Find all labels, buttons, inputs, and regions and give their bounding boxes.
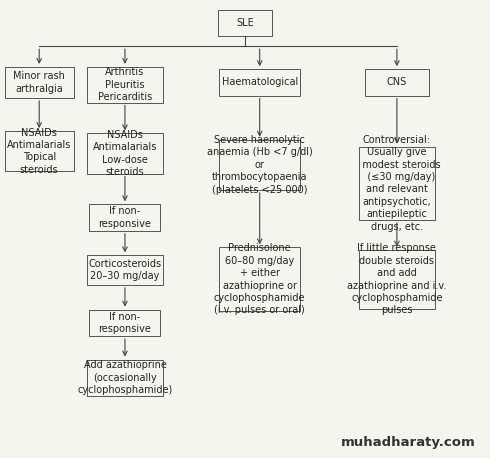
Text: NSAIDs
Antimalarials
Topical
steroids: NSAIDs Antimalarials Topical steroids bbox=[7, 127, 72, 175]
Text: Add azathioprine
(occasionally
cyclophosphamide): Add azathioprine (occasionally cyclophos… bbox=[77, 360, 172, 395]
Text: Severe haemolytic
anaemia (Hb <7 g/dl)
or
thrombocytopaenia
(platelets <25 000): Severe haemolytic anaemia (Hb <7 g/dl) o… bbox=[207, 135, 313, 195]
Text: Corticosteroids
20–30 mg/day: Corticosteroids 20–30 mg/day bbox=[88, 259, 162, 281]
Text: Arthritis
Pleuritis
Pericarditis: Arthritis Pleuritis Pericarditis bbox=[98, 67, 152, 102]
Text: If non-
responsive: If non- responsive bbox=[98, 312, 151, 334]
FancyBboxPatch shape bbox=[5, 131, 74, 171]
FancyBboxPatch shape bbox=[220, 140, 300, 190]
FancyBboxPatch shape bbox=[87, 360, 163, 396]
Text: If little response
double steroids
and add
azathioprine and i.v.
cyclophosphamid: If little response double steroids and a… bbox=[347, 243, 446, 316]
Text: Prednisolone
60–80 mg/day
+ either
azathioprine or
cyclophosphamide
(i.v. pulses: Prednisolone 60–80 mg/day + either azath… bbox=[214, 243, 305, 316]
Text: muhadharaty.com: muhadharaty.com bbox=[341, 436, 475, 449]
Text: If non-
responsive: If non- responsive bbox=[98, 207, 151, 229]
FancyBboxPatch shape bbox=[87, 133, 163, 174]
FancyBboxPatch shape bbox=[87, 256, 163, 285]
FancyBboxPatch shape bbox=[220, 247, 300, 311]
FancyBboxPatch shape bbox=[5, 67, 74, 98]
Text: CNS: CNS bbox=[387, 77, 407, 87]
FancyBboxPatch shape bbox=[218, 10, 272, 36]
FancyBboxPatch shape bbox=[87, 67, 163, 103]
Text: Haematological: Haematological bbox=[221, 77, 298, 87]
Text: Minor rash
arthralgia: Minor rash arthralgia bbox=[13, 71, 65, 93]
FancyBboxPatch shape bbox=[220, 69, 300, 96]
Text: NSAIDs
Antimalarials
Low-dose
steroids: NSAIDs Antimalarials Low-dose steroids bbox=[93, 130, 157, 177]
Text: SLE: SLE bbox=[236, 18, 254, 28]
FancyBboxPatch shape bbox=[89, 204, 161, 231]
Text: Controversial:
Usually give
   modest steroids
   (≤30 mg/day)
and relevant
anti: Controversial: Usually give modest stero… bbox=[353, 135, 441, 232]
FancyBboxPatch shape bbox=[365, 69, 429, 96]
FancyBboxPatch shape bbox=[359, 250, 435, 309]
FancyBboxPatch shape bbox=[359, 147, 435, 220]
FancyBboxPatch shape bbox=[89, 310, 161, 336]
